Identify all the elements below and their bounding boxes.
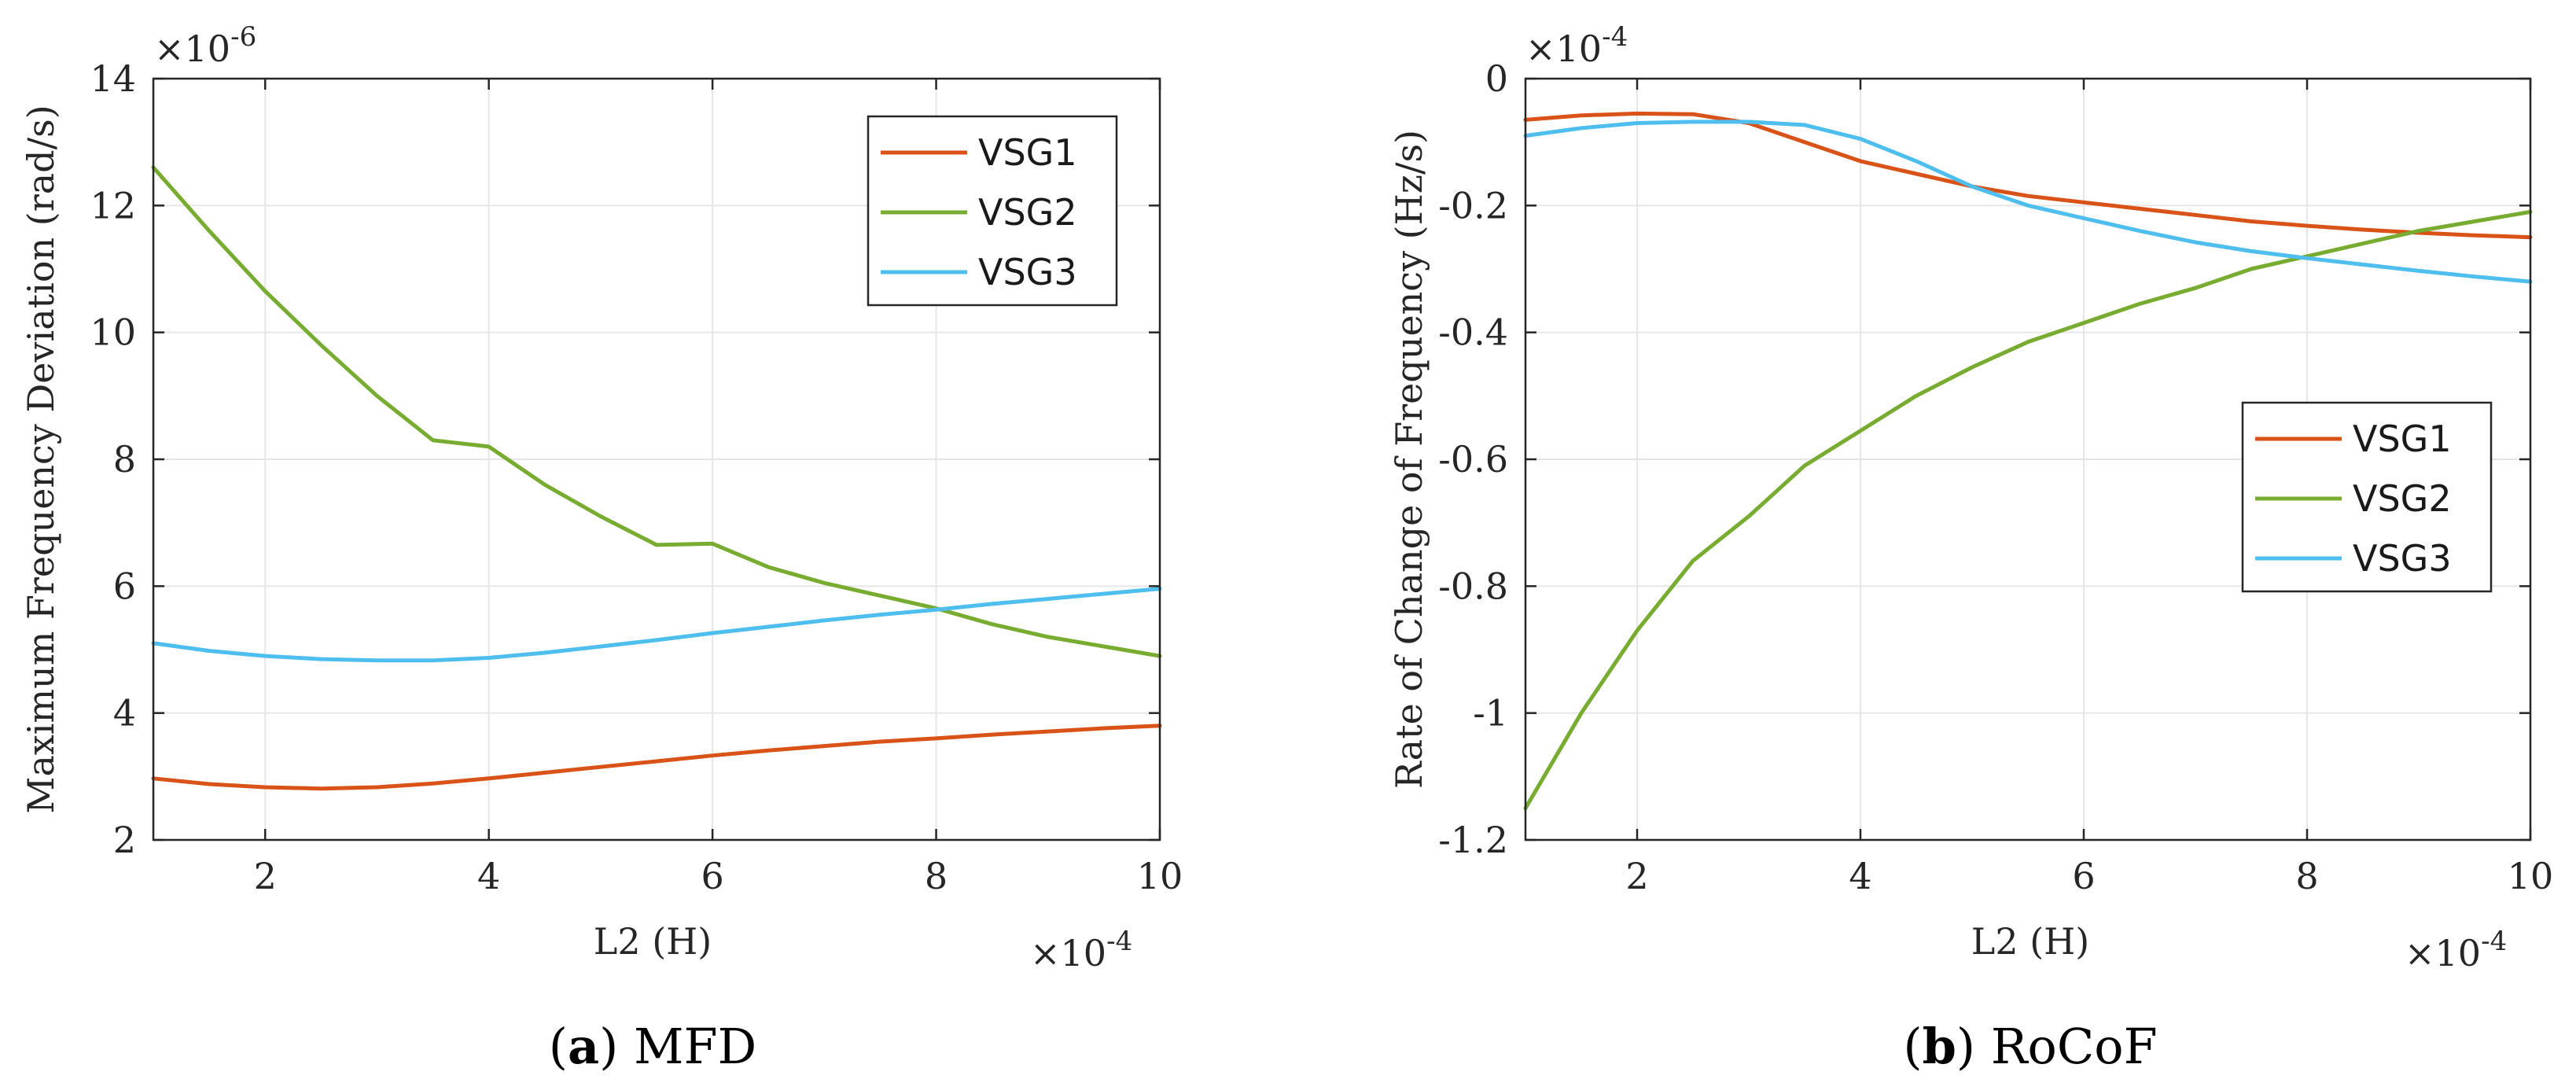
y-tick-label: 10 bbox=[90, 311, 136, 354]
caption-paren-close: ) bbox=[599, 1018, 634, 1075]
x-tick-label: 4 bbox=[477, 855, 500, 897]
legend-label-vsg1: VSG1 bbox=[978, 131, 1077, 174]
series-line-vsg3 bbox=[1523, 120, 2533, 284]
caption-text: RoCoF bbox=[1991, 1018, 2158, 1075]
y-tick-label: 2 bbox=[113, 819, 136, 861]
legend-label-vsg3: VSG3 bbox=[978, 251, 1077, 293]
legend: VSG1 VSG2 VSG3 bbox=[867, 115, 1118, 307]
series-line-vsg1 bbox=[151, 724, 1162, 791]
x-tick-label: 2 bbox=[254, 855, 277, 897]
y-tick-label: 12 bbox=[90, 184, 136, 226]
x-axis-exponent: -4 bbox=[2481, 926, 2507, 957]
y-tick-label: -1.2 bbox=[1438, 819, 1508, 861]
y-tick-label: 8 bbox=[113, 438, 136, 481]
y-tick-label: 0 bbox=[1485, 57, 1508, 100]
x-axis-label: L2 (H) bbox=[594, 920, 712, 963]
chart-mfd: 2 4 6 8 10 2 4 6 8 10 12 14 ×10-4 ×10-6 L2 (H) Maximum … bbox=[20, 21, 1183, 1075]
caption-paren-open: ( bbox=[1903, 1018, 1922, 1075]
caption-paren-close: ) bbox=[1956, 1018, 1991, 1075]
y-axis-label: Maximum Frequency Deviation (rad/s) bbox=[20, 105, 62, 813]
series-line-vsg2 bbox=[151, 165, 1162, 658]
y-tick-label: -1 bbox=[1473, 692, 1508, 735]
x-tick-label: 6 bbox=[2072, 855, 2095, 897]
y-tick-label: 14 bbox=[90, 57, 136, 100]
x-tick-label: 6 bbox=[701, 855, 723, 897]
y-tick-label: -0.4 bbox=[1438, 311, 1508, 354]
caption-letter: a bbox=[568, 1018, 599, 1075]
figure-caption: (a) MFD bbox=[549, 1018, 757, 1075]
x-tick-label: 8 bbox=[925, 855, 948, 897]
legend: VSG1 VSG2 VSG3 bbox=[2241, 401, 2493, 593]
caption-text: MFD bbox=[634, 1018, 756, 1075]
y-axis-exponent: -6 bbox=[230, 21, 256, 53]
y-axis-label: Rate of Change of Frequency (Hz/s) bbox=[1388, 130, 1430, 789]
y-tick-label: -0.2 bbox=[1438, 184, 1508, 226]
chart-rocof: 2 4 6 8 10 -1.2 -1 -0.8 -0.6 -0.4 -0.2 0 ×10-4 ×10-4 L… bbox=[1388, 21, 2553, 1075]
x-axis-multiplier: ×10-4 bbox=[1030, 926, 1132, 974]
x-tick-label: 4 bbox=[1849, 855, 1871, 897]
x-axis-label: L2 (H) bbox=[1971, 920, 2089, 963]
figure-caption: (b) RoCoF bbox=[1903, 1018, 2157, 1075]
legend-label-vsg2: VSG2 bbox=[2353, 477, 2452, 520]
x-tick-label: 2 bbox=[1625, 855, 1648, 897]
legend-label-vsg1: VSG1 bbox=[2353, 418, 2452, 460]
x-tick-label: 10 bbox=[1137, 855, 1183, 897]
y-tick-label: 4 bbox=[113, 692, 136, 735]
caption-letter: b bbox=[1923, 1018, 1956, 1075]
y-axis-exponent: -4 bbox=[1602, 21, 1628, 53]
y-tick-label: -0.8 bbox=[1438, 565, 1508, 607]
caption-paren-open: ( bbox=[549, 1018, 568, 1075]
legend-label-vsg2: VSG2 bbox=[978, 191, 1077, 234]
y-tick-label: 6 bbox=[113, 565, 136, 607]
x-tick-label: 10 bbox=[2508, 855, 2554, 897]
y-tick-label: -0.6 bbox=[1438, 438, 1508, 481]
y-axis-multiplier: ×10-6 bbox=[154, 21, 256, 70]
series-line-vsg1 bbox=[1523, 111, 2533, 240]
series-line-vsg3 bbox=[151, 587, 1162, 663]
series-line-vsg2 bbox=[1523, 209, 2533, 811]
x-tick-label: 8 bbox=[2295, 855, 2318, 897]
x-axis-multiplier: ×10-4 bbox=[2405, 926, 2507, 974]
legend-label-vsg3: VSG3 bbox=[2353, 537, 2452, 580]
x-axis-exponent: -4 bbox=[1106, 926, 1132, 957]
y-axis-multiplier: ×10-4 bbox=[1525, 21, 1628, 70]
